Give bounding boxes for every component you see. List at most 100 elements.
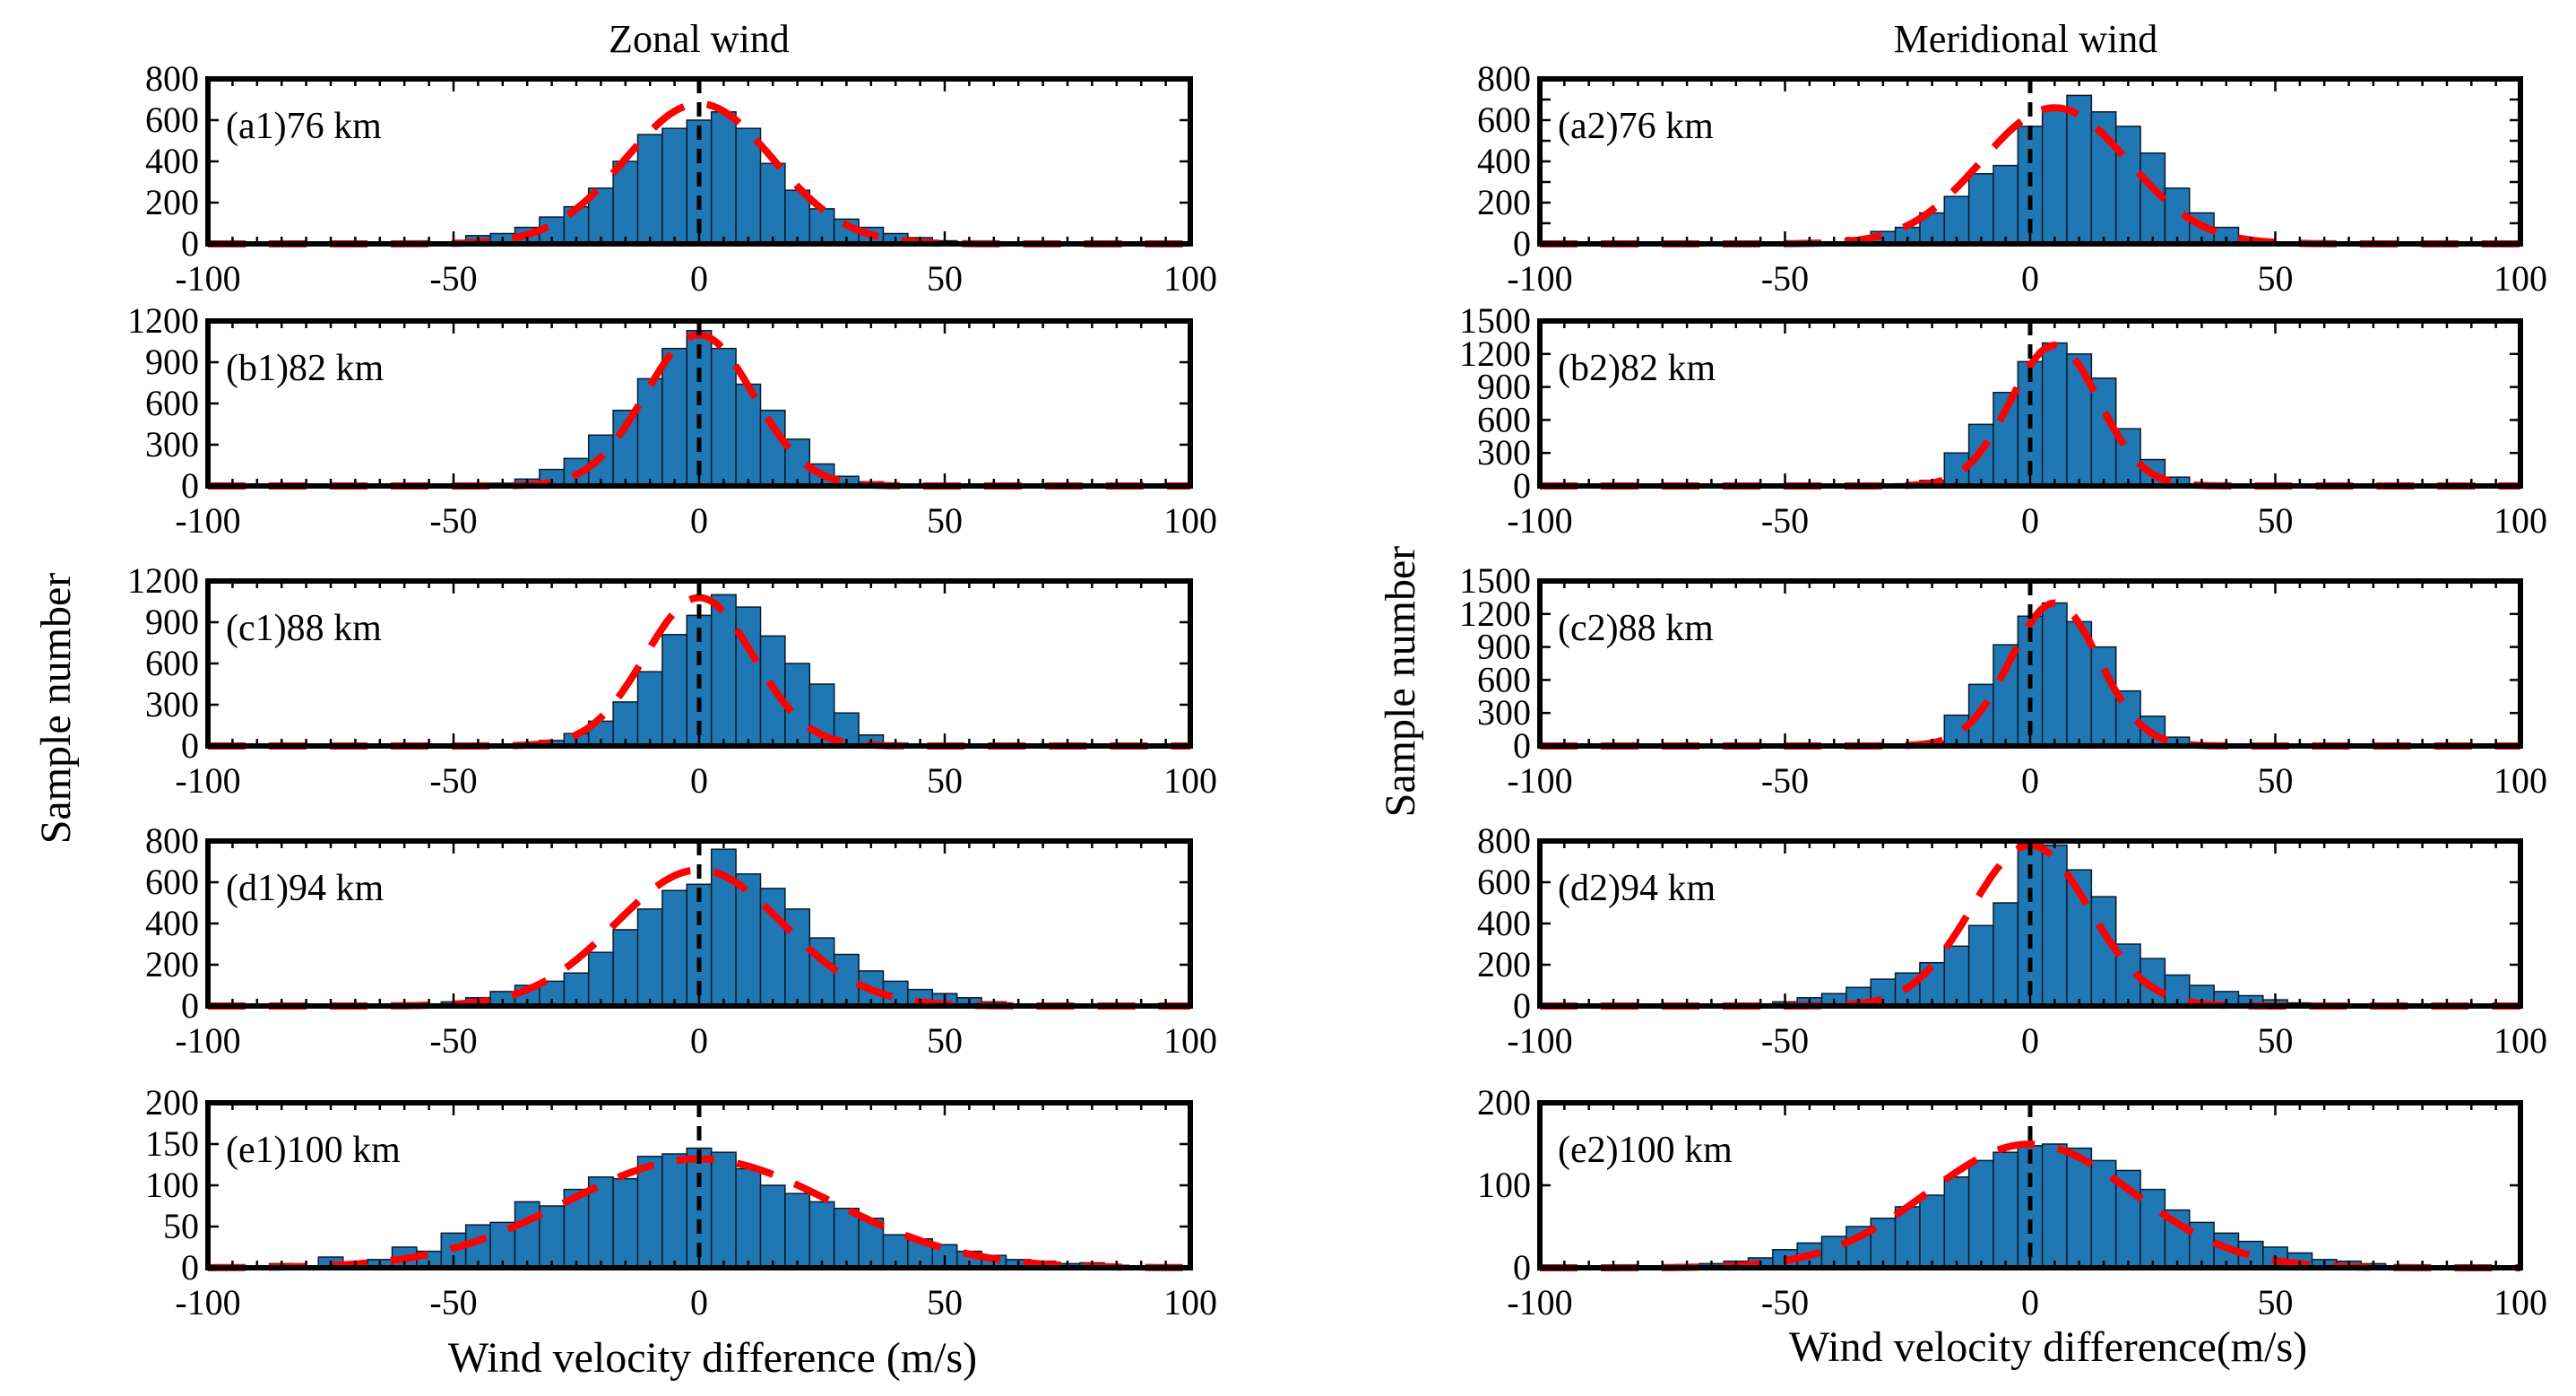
x-tick-label-b2-4: 100 (2494, 500, 2547, 541)
x-tick-label-b1-1: -50 (429, 500, 477, 541)
bar-d1-10 (661, 889, 688, 1007)
bar-e1-18 (759, 1184, 786, 1269)
bar-d1-13 (735, 873, 762, 1007)
bar-c1-5 (636, 671, 663, 747)
x-tick-label-e2-0: -100 (1507, 1282, 1572, 1322)
fit-curve-c1 (208, 594, 1190, 750)
bar-b1-6 (636, 377, 663, 487)
x-tick-label-c1-2: 0 (690, 760, 708, 801)
x-tick-label-b1-2: 0 (690, 500, 708, 541)
y-tick-label-d2-4: 800 (1477, 820, 1531, 861)
x-tick-label-e2-4: 100 (2494, 1282, 2547, 1322)
x-tick-label-d1-0: -100 (175, 1020, 240, 1061)
y-tick-label-c1-2: 600 (145, 643, 199, 683)
y-tick-label-e1-1: 50 (163, 1206, 199, 1246)
y-tick-label-a1-1: 200 (145, 182, 199, 222)
bar-d1-7 (587, 951, 614, 1007)
x-tick-label-d1-3: 50 (927, 1020, 963, 1061)
bar-e2-15 (2041, 1143, 2068, 1269)
panel-e2: -100 -50 0 50 100 0 100 200 (e2)100 km (1477, 1082, 2547, 1322)
bar-e1-21 (833, 1208, 860, 1269)
x-tick-label-b1-0: -100 (175, 500, 240, 541)
bar-d1-17 (833, 953, 860, 1007)
x-tick-label-c2-1: -50 (1761, 760, 1809, 801)
bar-c1-8 (710, 594, 737, 747)
panel-label-a2: (a2)76 km (1558, 106, 1714, 147)
y-tick-label-d2-1: 200 (1477, 944, 1531, 984)
panel-label-b2: (b2)82 km (1558, 348, 1716, 389)
bar-e1-16 (710, 1151, 737, 1269)
x-tick-label-e2-1: -50 (1761, 1282, 1809, 1322)
y-tick-label-d2-3: 600 (1477, 862, 1531, 902)
x-tick-label-e1-0: -100 (175, 1282, 240, 1322)
panel-label-a1: (a1)76 km (226, 106, 382, 147)
left-column-title: Zonal wind (609, 17, 790, 61)
panel-label-c1: (c1)88 km (226, 608, 382, 649)
bar-d1-8 (612, 929, 639, 1007)
y-tick-label-e1-3: 150 (145, 1123, 199, 1164)
panel-label-c2: (c2)88 km (1558, 608, 1714, 649)
bar-e2-13 (1993, 1151, 2019, 1269)
y-tick-label-d2-0: 0 (1513, 985, 1531, 1026)
bar-e2-11 (1943, 1176, 1970, 1269)
x-tick-label-b2-2: 0 (2021, 500, 2039, 541)
y-tick-label-c1-4: 1200 (127, 560, 199, 601)
x-tick-label-b2-3: 50 (2258, 500, 2294, 541)
bar-a2-7 (1993, 164, 2019, 245)
x-tick-label-b2-0: -100 (1507, 500, 1572, 541)
y-tick-label-b1-3: 900 (145, 342, 199, 382)
bar-e2-8 (1870, 1218, 1897, 1269)
bar-b2-6 (2041, 342, 2068, 487)
y-tick-label-b1-0: 0 (181, 465, 199, 506)
bar-d2-10 (1993, 902, 2019, 1007)
bar-d2-12 (2041, 844, 2068, 1007)
y-tick-label-a1-3: 600 (145, 100, 199, 140)
bar-b1-10 (735, 383, 762, 487)
x-tick-label-e1-3: 50 (927, 1282, 963, 1322)
x-tick-label-e1-1: -50 (429, 1282, 477, 1322)
bar-a1-7 (636, 134, 663, 245)
bar-e1-20 (808, 1201, 835, 1269)
y-tick-label-e2-2: 200 (1477, 1082, 1531, 1123)
bar-d1-15 (784, 908, 811, 1007)
bar-e2-12 (1967, 1159, 1994, 1269)
y-tick-label-c1-0: 0 (181, 725, 199, 766)
bar-a1-8 (661, 127, 688, 245)
right-column-title: Meridional wind (1894, 17, 2158, 61)
bar-a2-12 (2114, 126, 2141, 245)
y-tick-label-d1-3: 600 (145, 862, 199, 902)
y-tick-label-e1-4: 200 (145, 1082, 199, 1123)
bar-b2-8 (2090, 377, 2117, 487)
y-tick-label-e1-0: 0 (181, 1247, 199, 1288)
panel-label-d2: (d2)94 km (1558, 868, 1716, 909)
y-tick-label-c1-3: 900 (145, 602, 199, 642)
x-tick-label-e1-2: 0 (690, 1282, 708, 1322)
bar-e1-17 (735, 1167, 762, 1269)
y-tick-label-c1-1: 300 (145, 684, 199, 724)
x-tick-label-a1-1: -50 (429, 258, 477, 299)
x-tick-label-d1-2: 0 (690, 1020, 708, 1061)
y-tick-label-a2-2: 200 (1477, 182, 1531, 222)
y-tick-label-a1-0: 0 (181, 223, 199, 264)
y-axis-label-left: Sample number (32, 573, 80, 845)
bar-a1-11 (735, 127, 762, 245)
x-tick-label-d2-3: 50 (2258, 1020, 2294, 1061)
x-tick-label-a1-0: -100 (175, 258, 240, 299)
panel-label-b1: (b1)82 km (226, 348, 384, 389)
x-tick-label-d2-1: -50 (1761, 1020, 1809, 1061)
x-tick-label-e1-4: 100 (1163, 1282, 1217, 1322)
y-tick-label-c2-2: 600 (1477, 659, 1531, 699)
bar-a2-10 (2066, 94, 2093, 245)
x-tick-label-a1-3: 50 (927, 258, 963, 299)
x-tick-label-c2-3: 50 (2258, 760, 2294, 801)
bar-c2-6 (2041, 602, 2068, 747)
bar-c1-6 (661, 634, 688, 747)
x-tick-label-b2-1: -50 (1761, 500, 1809, 541)
